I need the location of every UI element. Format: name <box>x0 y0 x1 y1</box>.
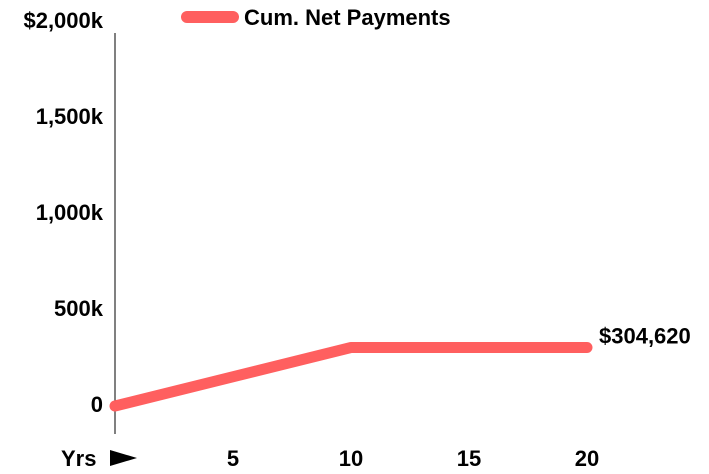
x-tick-label: 15 <box>457 446 481 471</box>
series-line-cum-net-payments <box>109 342 593 412</box>
y-tick-label: 0 <box>91 392 103 417</box>
x-axis-label: Yrs <box>61 446 96 471</box>
x-tick-label: 10 <box>339 446 363 471</box>
y-tick-label: $2,000k <box>23 8 103 33</box>
x-tick-label: 5 <box>227 446 239 471</box>
arrow-right-icon <box>110 450 137 466</box>
legend: Cum. Net Payments <box>181 5 451 30</box>
end-value-label: $304,620 <box>599 324 691 349</box>
y-axis-ticks: 0 500k 1,000k 1,500k $2,000k <box>23 8 103 417</box>
x-axis-ticks: Yrs 5 10 15 20 <box>61 446 599 471</box>
annotations: $304,620 <box>599 324 691 349</box>
y-tick-label: 1,500k <box>36 104 104 129</box>
y-tick-label: 500k <box>54 296 104 321</box>
x-tick-label: 20 <box>575 446 599 471</box>
y-tick-label: 1,000k <box>36 200 104 225</box>
series-layer <box>109 342 593 412</box>
legend-label-cum-net-payments: Cum. Net Payments <box>244 5 451 30</box>
